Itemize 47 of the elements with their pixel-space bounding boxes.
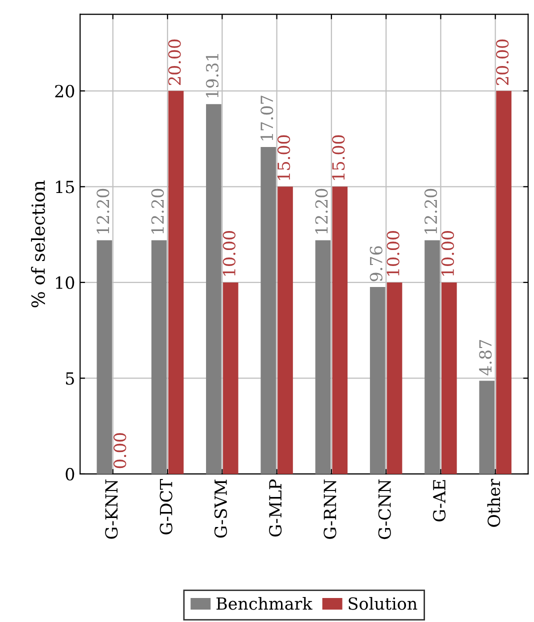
legend-label: Benchmark [216,596,312,610]
y-tick-label: 0 [66,468,74,481]
data-label: 15.00 [332,135,345,180]
bar [96,240,112,474]
data-label: 10.00 [386,231,400,276]
bar [479,380,495,474]
data-label: 20.00 [496,40,509,85]
x-tick-label: G-MLP [269,479,282,536]
bar [424,240,440,474]
data-label: 12.20 [315,188,328,234]
data-label: 9.76 [370,246,382,282]
bar [206,104,222,474]
x-tick-label: Other [487,478,500,527]
bar [386,282,402,474]
bar [370,287,386,474]
x-tick-label: G-CNN [378,480,391,540]
x-tick-label: G-AE [432,480,446,522]
bar [332,186,348,474]
bar [151,240,167,474]
x-tick-label: G-DCT [160,478,172,534]
bar [278,186,293,474]
bar [260,147,276,474]
x-tick-label: G-KNN [105,480,118,539]
y-tick-label: 5 [66,372,74,385]
data-label: 10.00 [441,231,454,276]
data-label: 17.07 [260,96,274,140]
data-label: 0.00 [114,433,126,468]
data-label: 19.31 [206,54,219,98]
y-tick-label: 20 [55,84,74,98]
bar [315,240,331,474]
legend-label: Solution [348,596,418,610]
data-label: 12.20 [424,188,438,234]
x-tick-label: G-RNN [324,480,336,539]
data-label: 20.00 [168,40,181,85]
data-label: 4.87 [479,340,492,376]
data-label: 12.20 [151,188,164,234]
y-axis-title: % of selection [31,180,45,308]
bar [496,90,512,474]
y-tick-label: 15 [56,180,74,194]
x-tick-label: G-SVM [214,480,227,538]
bar [222,282,238,474]
y-tick-label: 10 [56,276,74,290]
bar [442,282,457,474]
bar [168,90,184,474]
data-label: 12.20 [96,188,110,234]
data-label: 10.00 [222,231,236,276]
data-label: 15.00 [277,135,290,180]
